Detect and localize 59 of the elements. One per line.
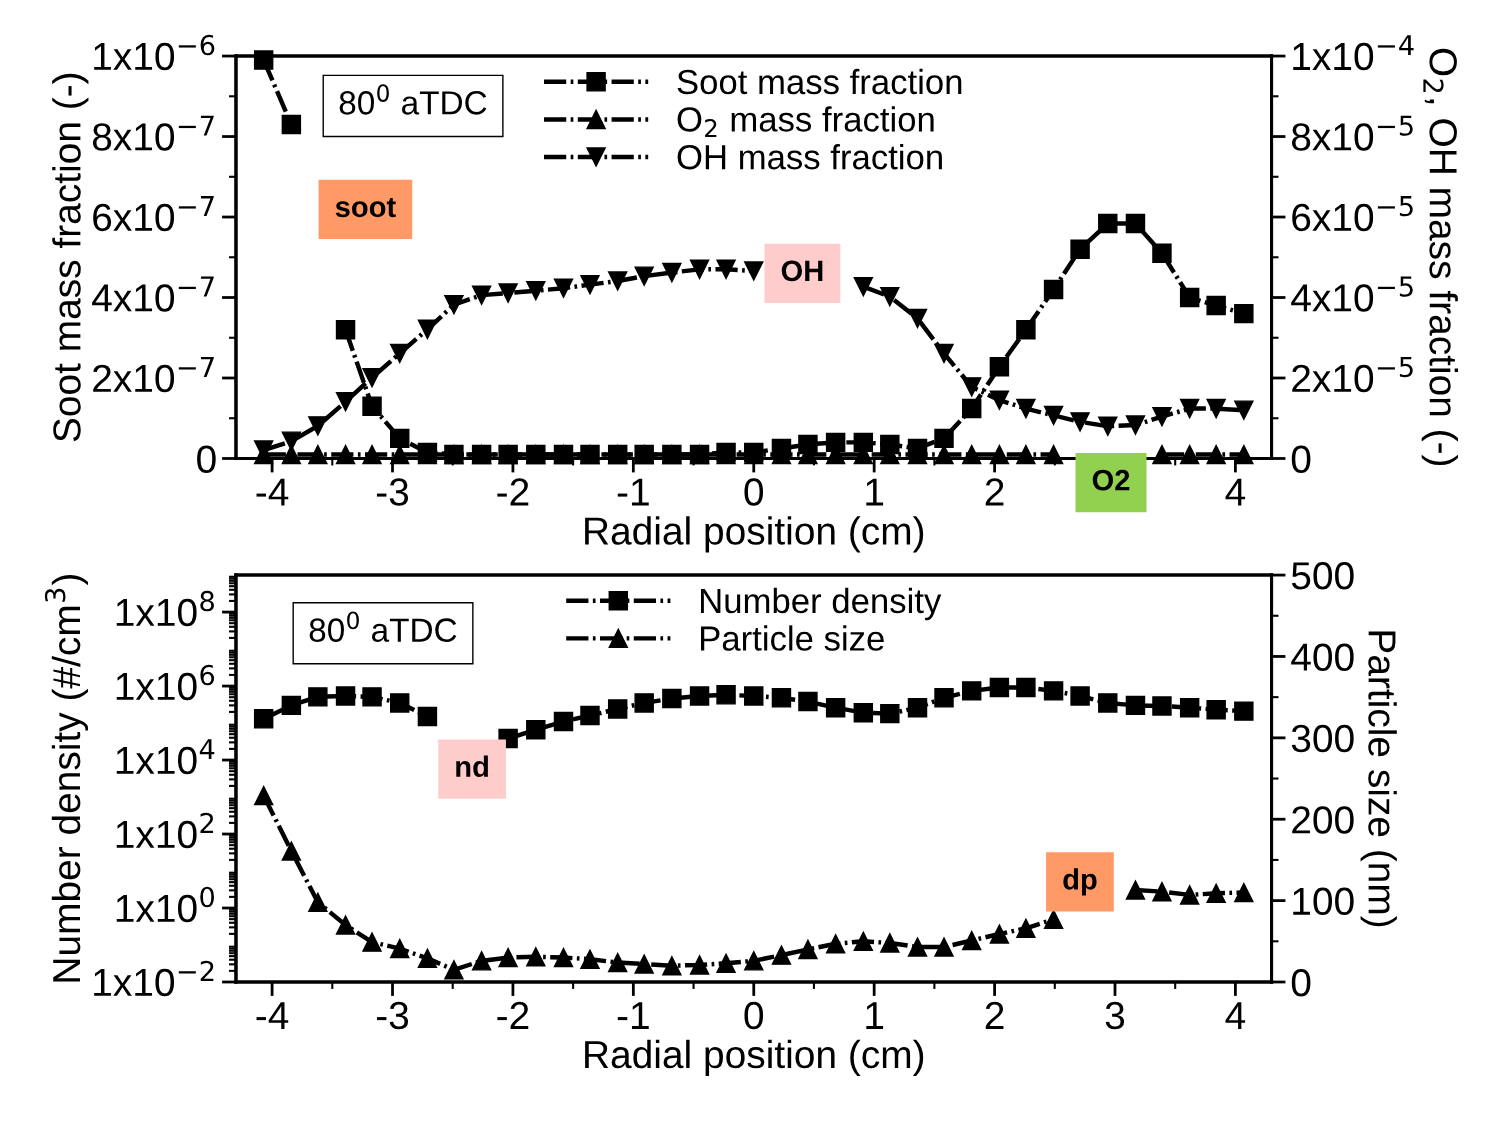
y-tick-label: 2x10$^{−7}$ [93,357,214,393]
y2-tick-label: 100 [1293,887,1354,916]
y-tick-label: 1x10$^{−6}$ [94,34,215,71]
y2-tick-label: 6x10$^{−5}$ [1292,196,1413,232]
y-tick-label: 1x10$^{0}$ [116,886,214,923]
x-tick-label: 2 [985,1001,1004,1029]
annotation: dp [1063,868,1097,896]
x-tick-label: 1 [866,478,884,506]
text: O2 [1092,469,1130,491]
y-tick-label: 1x10$^{−2}$ [94,960,214,997]
y2-tick-label: 4x10$^{−5}$ [1291,276,1413,312]
legend-label: Number density [701,587,942,621]
y2-axis-title: Particle size (nm) [1360,631,1397,927]
x-tick-label: 1 [866,1002,884,1029]
y2-tick-label: 0 [1291,968,1311,997]
y2-tick-label: 200 [1292,806,1354,834]
x-tick-label: 3 [1105,1001,1125,1030]
annotation: soot [335,197,396,218]
y-tick-label: 1x10$^{2}$ [116,812,214,849]
y-tick-label: 1x10$^{6}$ [116,664,215,701]
x-tick-label: 0 [744,1001,764,1030]
y-tick-label: 1x10$^{8}$ [116,590,214,627]
x-tick-label: -4 [256,478,289,506]
annotation: 80$^{0}$ aTDC [339,84,487,115]
x-tick-label: -2 [497,1001,529,1029]
x-tick-label: -4 [256,1002,289,1029]
x-tick-label: 4 [1225,1002,1246,1029]
y2-tick-label: 500 [1291,562,1354,590]
x-tick-label: -1 [617,478,649,506]
legend-label: O$_{2}$ mass fraction [677,106,934,138]
legend-label: OH mass fraction [677,143,942,170]
y2-tick-label: 0 [1291,445,1311,473]
x-tick-label: -3 [376,478,409,506]
legend-label: Particle size [701,625,884,651]
x-axis-title: Radial position (cm) [585,1039,924,1077]
x-tick-label: 2 [985,478,1004,506]
y2-tick-label: 2x10$^{−5}$ [1292,357,1413,393]
x-tick-label: 0 [744,478,764,506]
y-tick-label: 1x10$^{4}$ [116,739,215,775]
x-tick-label: -2 [497,478,529,506]
y-tick-label: 4x10$^{−7}$ [92,276,214,312]
y2-tick-label: 400 [1291,643,1354,671]
x-tick-label: -3 [376,1001,409,1030]
legend-label: Soot mass fraction [677,68,962,95]
annotation: 80$^{0}$ aTDC [309,611,457,642]
x-tick-label: -1 [617,1002,649,1029]
y2-tick-label: 300 [1291,724,1354,753]
annotation: nd [456,755,488,777]
y-tick-label: 6x10$^{−7}$ [93,196,214,232]
x-tick-label: 4 [1225,478,1246,506]
y2-tick-label: 8x10$^{−5}$ [1291,115,1413,151]
annotation: OH [781,260,823,282]
y-tick-label: 0 [197,445,216,473]
y2-tick-label: 1x10$^{−4}$ [1293,35,1414,71]
y2-axis-title: O$_{2}$, OH mass fraction (-) [1421,48,1458,466]
y-axis-title: Number density (#/cm$^{3}$) [44,574,89,982]
x-axis-title: Radial position (cm) [585,516,924,553]
y-axis-title: Soot mass fraction (-) [52,73,89,442]
y-tick-label: 8x10$^{−7}$ [92,115,214,151]
